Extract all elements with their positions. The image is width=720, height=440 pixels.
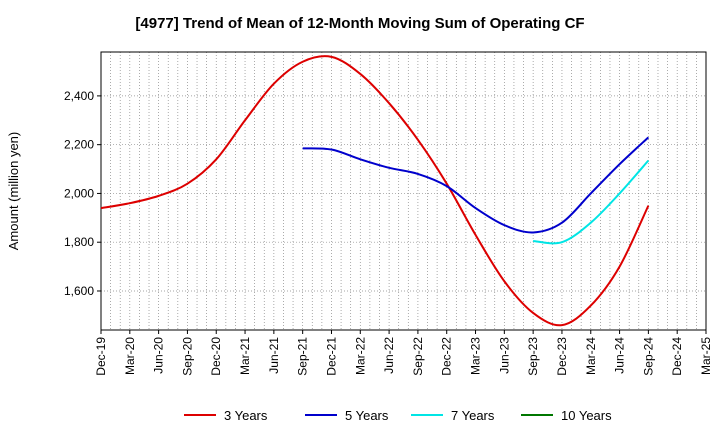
x-tick-label: Dec-19	[94, 337, 108, 376]
y-tick-label: 2,000	[64, 186, 94, 200]
x-tick-label: Sep-23	[526, 337, 540, 376]
x-tick-label: Sep-21	[296, 337, 310, 376]
axis-ticks: 1,600 1,800 2,000 2,200 2,400 Dec-19 Mar-20 Jun…	[64, 89, 713, 376]
x-tick-label: Dec-20	[209, 337, 223, 376]
x-tick-label: Jun-21	[267, 337, 281, 374]
x-tick-label: Jun-24	[613, 337, 627, 374]
legend-label-5-years: 5 Years	[345, 408, 389, 423]
x-tick-label: Dec-21	[324, 337, 338, 376]
x-tick-label: Sep-20	[180, 337, 194, 376]
x-tick-label: Dec-22	[440, 337, 454, 376]
y-axis-title: Amount (million yen)	[6, 132, 21, 251]
x-tick-label: Mar-25	[699, 337, 713, 375]
series-line-5-years	[302, 136, 650, 234]
legend: 3 Years 5 Years 7 Years 10 Years	[184, 408, 612, 423]
y-tick-label: 1,600	[64, 284, 94, 298]
y-tick-label: 2,400	[64, 89, 94, 103]
x-tick-label: Mar-21	[238, 337, 252, 375]
x-tick-label: Jun-20	[152, 337, 166, 374]
x-tick-label: Dec-24	[670, 337, 684, 376]
x-tick-label: Sep-22	[411, 337, 425, 376]
plot-frame	[100, 51, 707, 331]
x-tick-label: Sep-24	[641, 337, 655, 376]
y-tick-label: 2,200	[64, 138, 94, 152]
x-tick-label: Dec-23	[555, 337, 569, 376]
x-tick-label: Mar-24	[584, 337, 598, 375]
y-tick-label: 1,800	[64, 235, 94, 249]
x-tick-label: Mar-23	[469, 337, 483, 375]
chart-title: [4977] Trend of Mean of 12-Month Moving …	[135, 15, 584, 32]
legend-label-3-years: 3 Years	[224, 408, 268, 423]
x-tick-label: Mar-20	[123, 337, 137, 375]
x-tick-label: Jun-22	[382, 337, 396, 374]
series-line-7-years	[533, 159, 650, 245]
x-tick-label: Mar-22	[353, 337, 367, 375]
legend-label-10-years: 10 Years	[561, 408, 612, 423]
series-line-3-years	[100, 55, 650, 327]
legend-label-7-years: 7 Years	[451, 408, 495, 423]
grid	[101, 52, 706, 330]
x-tick-label: Jun-23	[497, 337, 511, 374]
series-lines	[100, 55, 650, 327]
